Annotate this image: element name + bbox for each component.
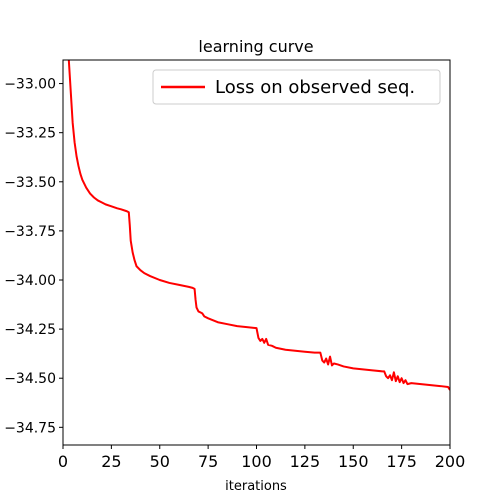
y-tick-label: −34.50 [4, 371, 56, 387]
y-tick-label: −34.00 [4, 273, 56, 289]
x-tick-label: 25 [101, 452, 121, 471]
legend-box [152, 69, 441, 105]
x-tick-label: 200 [435, 452, 466, 471]
y-tick-label: −34.25 [4, 322, 56, 338]
y-tick-label: −33.25 [4, 126, 56, 142]
x-tick-label: 75 [198, 452, 218, 471]
y-tick-label: −33.50 [4, 175, 56, 191]
y-tick-label: −34.75 [4, 420, 56, 436]
chart-title: learning curve [198, 37, 313, 56]
x-tick-label: 50 [150, 452, 170, 471]
x-axis: 0 25 50 75 100 125 150 175 200 [58, 445, 465, 471]
loss-series-line [67, 60, 450, 391]
x-tick-label: 150 [338, 452, 369, 471]
x-tick-label: 175 [386, 452, 417, 471]
x-tick-label: 125 [290, 452, 321, 471]
x-axis-label: iterations [225, 479, 287, 494]
legend: Loss on observed seq. [152, 69, 441, 105]
legend-entry-label: Loss on observed seq. [215, 77, 415, 98]
y-tick-label: −33.00 [4, 77, 56, 93]
x-tick-label: 100 [241, 452, 272, 471]
y-axis: −33.00 −33.25 −33.50 −33.75 −34.00 −34.25 −34.… [4, 77, 63, 436]
x-tick-label: 0 [58, 452, 68, 471]
y-tick-label: −33.75 [4, 224, 56, 240]
